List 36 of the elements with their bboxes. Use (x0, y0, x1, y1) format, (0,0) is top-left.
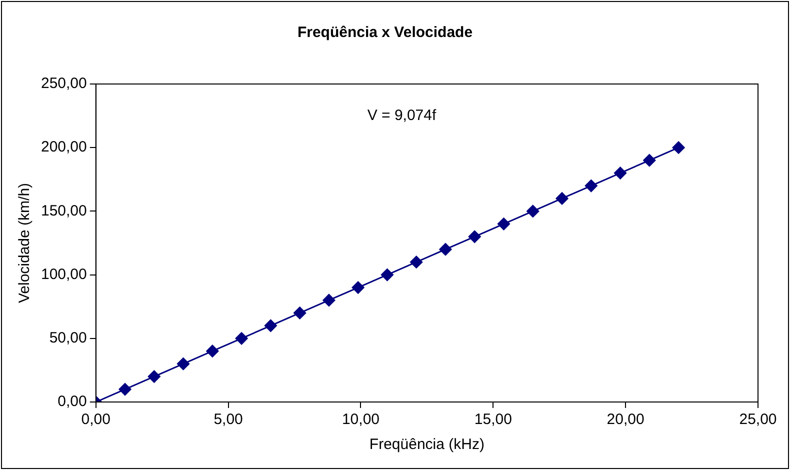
point (352, 281, 364, 294)
x-tick-label: 20,00 (606, 411, 644, 428)
annotation: V = 9,074f (367, 106, 437, 124)
y-tick-label: 200,00 (40, 138, 87, 156)
y-tick-label: 100,00 (40, 266, 87, 283)
y-axis-title: Velocidade (km/h) (16, 182, 34, 304)
point (294, 306, 306, 320)
point (614, 166, 627, 180)
x-tick-label: 10,00 (342, 411, 380, 428)
point (439, 243, 452, 256)
point (556, 192, 568, 205)
point (643, 154, 656, 167)
y-tick-label: 0,00 (58, 393, 87, 410)
point (526, 204, 540, 218)
point (118, 383, 132, 396)
point (235, 332, 248, 345)
x-tick-label: 25,00 (739, 411, 777, 428)
x-tick-label: 0,00 (81, 411, 110, 428)
point (497, 218, 510, 230)
x-axis-title: Freqüência (kHz) (369, 436, 484, 454)
y-tick-label: 250,00 (40, 75, 87, 92)
point (584, 180, 598, 192)
point (410, 256, 423, 268)
point (264, 319, 277, 332)
y-tick-label: 150,00 (40, 202, 87, 220)
x-tick-label: 5,00 (214, 411, 243, 428)
y-tick-label: 50,00 (49, 330, 87, 347)
point (177, 358, 190, 370)
point (206, 344, 219, 358)
x-tick-label: 15,00 (474, 411, 512, 428)
point (380, 268, 394, 282)
chart-title: Freqüência x Velocidade (297, 24, 473, 42)
point (322, 294, 336, 306)
point (468, 230, 481, 243)
point (672, 141, 685, 154)
point (148, 370, 160, 383)
